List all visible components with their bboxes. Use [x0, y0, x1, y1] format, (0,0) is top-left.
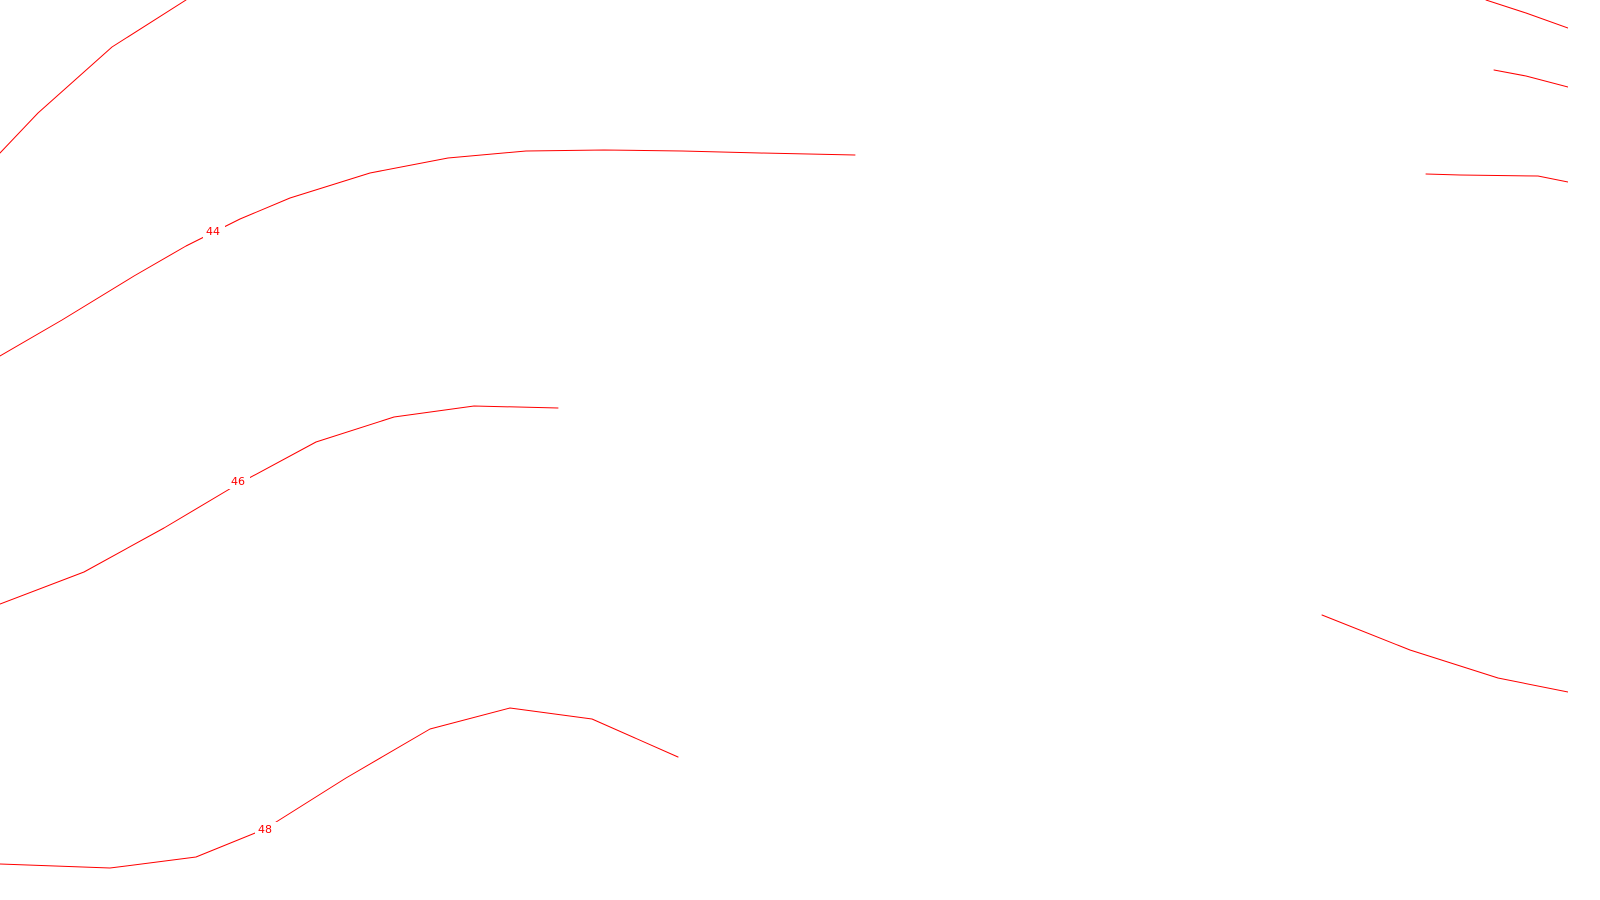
contour-label-44: 44 — [206, 225, 220, 238]
contour-label-46-gap — [228, 475, 250, 489]
contour-line-right-upper — [1493, 69, 1568, 88]
contour-line-44 — [0, 149, 856, 357]
contour-label-48: 48 — [258, 823, 272, 836]
contour-line-right-top — [1485, 0, 1568, 29]
contour-line-46 — [0, 405, 559, 605]
contour-line-48 — [0, 707, 679, 869]
contour-line-top-left — [0, 0, 187, 154]
contour-label-44-gap — [203, 224, 225, 238]
contour-label-46: 46 — [231, 475, 245, 488]
contour-map: 44 46 48 — [0, 0, 1568, 870]
contour-map-canvas: 44 46 48 — [0, 0, 1568, 869]
contour-line-right-middle — [1425, 173, 1568, 183]
contour-label-48-gap — [255, 822, 277, 836]
contour-line-right-lower — [1321, 614, 1568, 693]
